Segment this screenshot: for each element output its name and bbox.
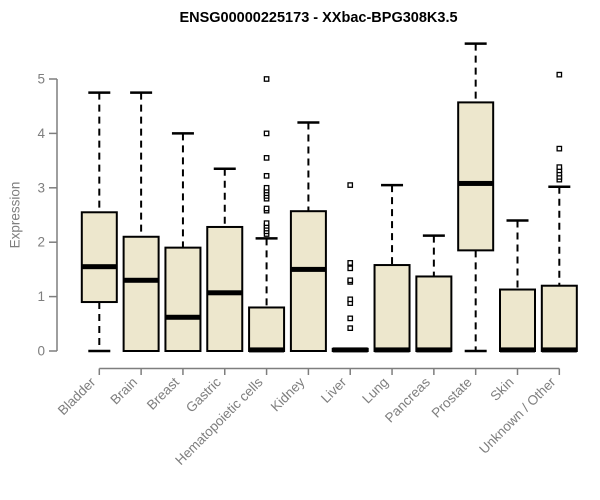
outlier-point [347, 296, 354, 303]
outlier-point [263, 172, 270, 179]
median-line [332, 347, 368, 353]
box-rect [164, 246, 202, 352]
median-line [207, 290, 243, 296]
y-tick-label: 0 [37, 344, 45, 359]
y-tick-label: 1 [37, 289, 45, 304]
box-rect [457, 101, 495, 252]
box-rect [373, 264, 411, 353]
outlier-point [263, 155, 270, 161]
box-bladder [80, 91, 118, 353]
x-tick-label: Lung [359, 375, 391, 407]
outlier-point [347, 260, 354, 266]
y-tick-label: 5 [37, 72, 45, 87]
x-tick-label: Prostate [429, 375, 475, 421]
y-tick-label: 4 [37, 126, 45, 141]
median-line [290, 266, 326, 272]
x-tick-label: Pancreas [382, 374, 433, 425]
outlier-point [347, 265, 354, 272]
median-line [81, 264, 117, 270]
x-tick-label: Gastric [183, 374, 224, 415]
box-kidney [289, 121, 327, 352]
outlier-point [263, 220, 270, 227]
outlier-point [556, 145, 563, 152]
outlier-point [347, 315, 354, 322]
box-liver [331, 182, 369, 353]
outlier-point [347, 277, 354, 284]
median-line [416, 347, 452, 353]
outlier-point [347, 182, 354, 188]
median-line [458, 180, 494, 186]
box-lung [373, 183, 411, 353]
x-tick-label: Unknown / Other [476, 374, 559, 457]
box-rect [540, 284, 578, 352]
x-tick-label: Skin [487, 375, 516, 404]
box-brain [122, 91, 160, 352]
x-tick-label: Kidney [268, 374, 308, 414]
box-gastric [206, 167, 244, 352]
median-line [123, 277, 159, 283]
box-pancreas [415, 234, 453, 353]
y-tick-label: 2 [37, 235, 45, 250]
x-tick-label: Liver [318, 374, 350, 406]
x-tick-label: Breast [144, 374, 182, 412]
y-axis: 0 1 2 3 4 5 [37, 72, 58, 359]
box-unknown-other [540, 71, 578, 353]
outlier-point [263, 76, 270, 82]
box-rect [206, 225, 244, 352]
box-rect [289, 210, 327, 352]
outlier-point [263, 130, 270, 137]
box-rect [248, 306, 286, 353]
box-rect [415, 275, 453, 352]
median-line [249, 347, 285, 353]
x-tick-label: Bladder [55, 374, 99, 418]
median-line [541, 347, 577, 353]
median-line [165, 314, 201, 320]
outlier-point [556, 71, 563, 78]
box-rect [80, 211, 118, 304]
median-line [500, 347, 535, 353]
outlier-point [556, 164, 563, 170]
outlier-point [263, 205, 270, 212]
box-rect [122, 235, 160, 352]
median-line [374, 347, 410, 353]
x-tick-label: Brain [107, 375, 140, 408]
box-prostate [457, 42, 495, 353]
y-tick-label: 3 [37, 180, 45, 195]
box-skin [499, 219, 536, 353]
box-breast [164, 132, 202, 352]
outlier-point [263, 184, 270, 191]
chart-title: ENSG00000225173 - XXbac-BPG308K3.5 [179, 10, 458, 26]
box-hematopoietic-cells [248, 76, 286, 353]
box-rect [499, 288, 536, 353]
outlier-point [347, 325, 354, 332]
